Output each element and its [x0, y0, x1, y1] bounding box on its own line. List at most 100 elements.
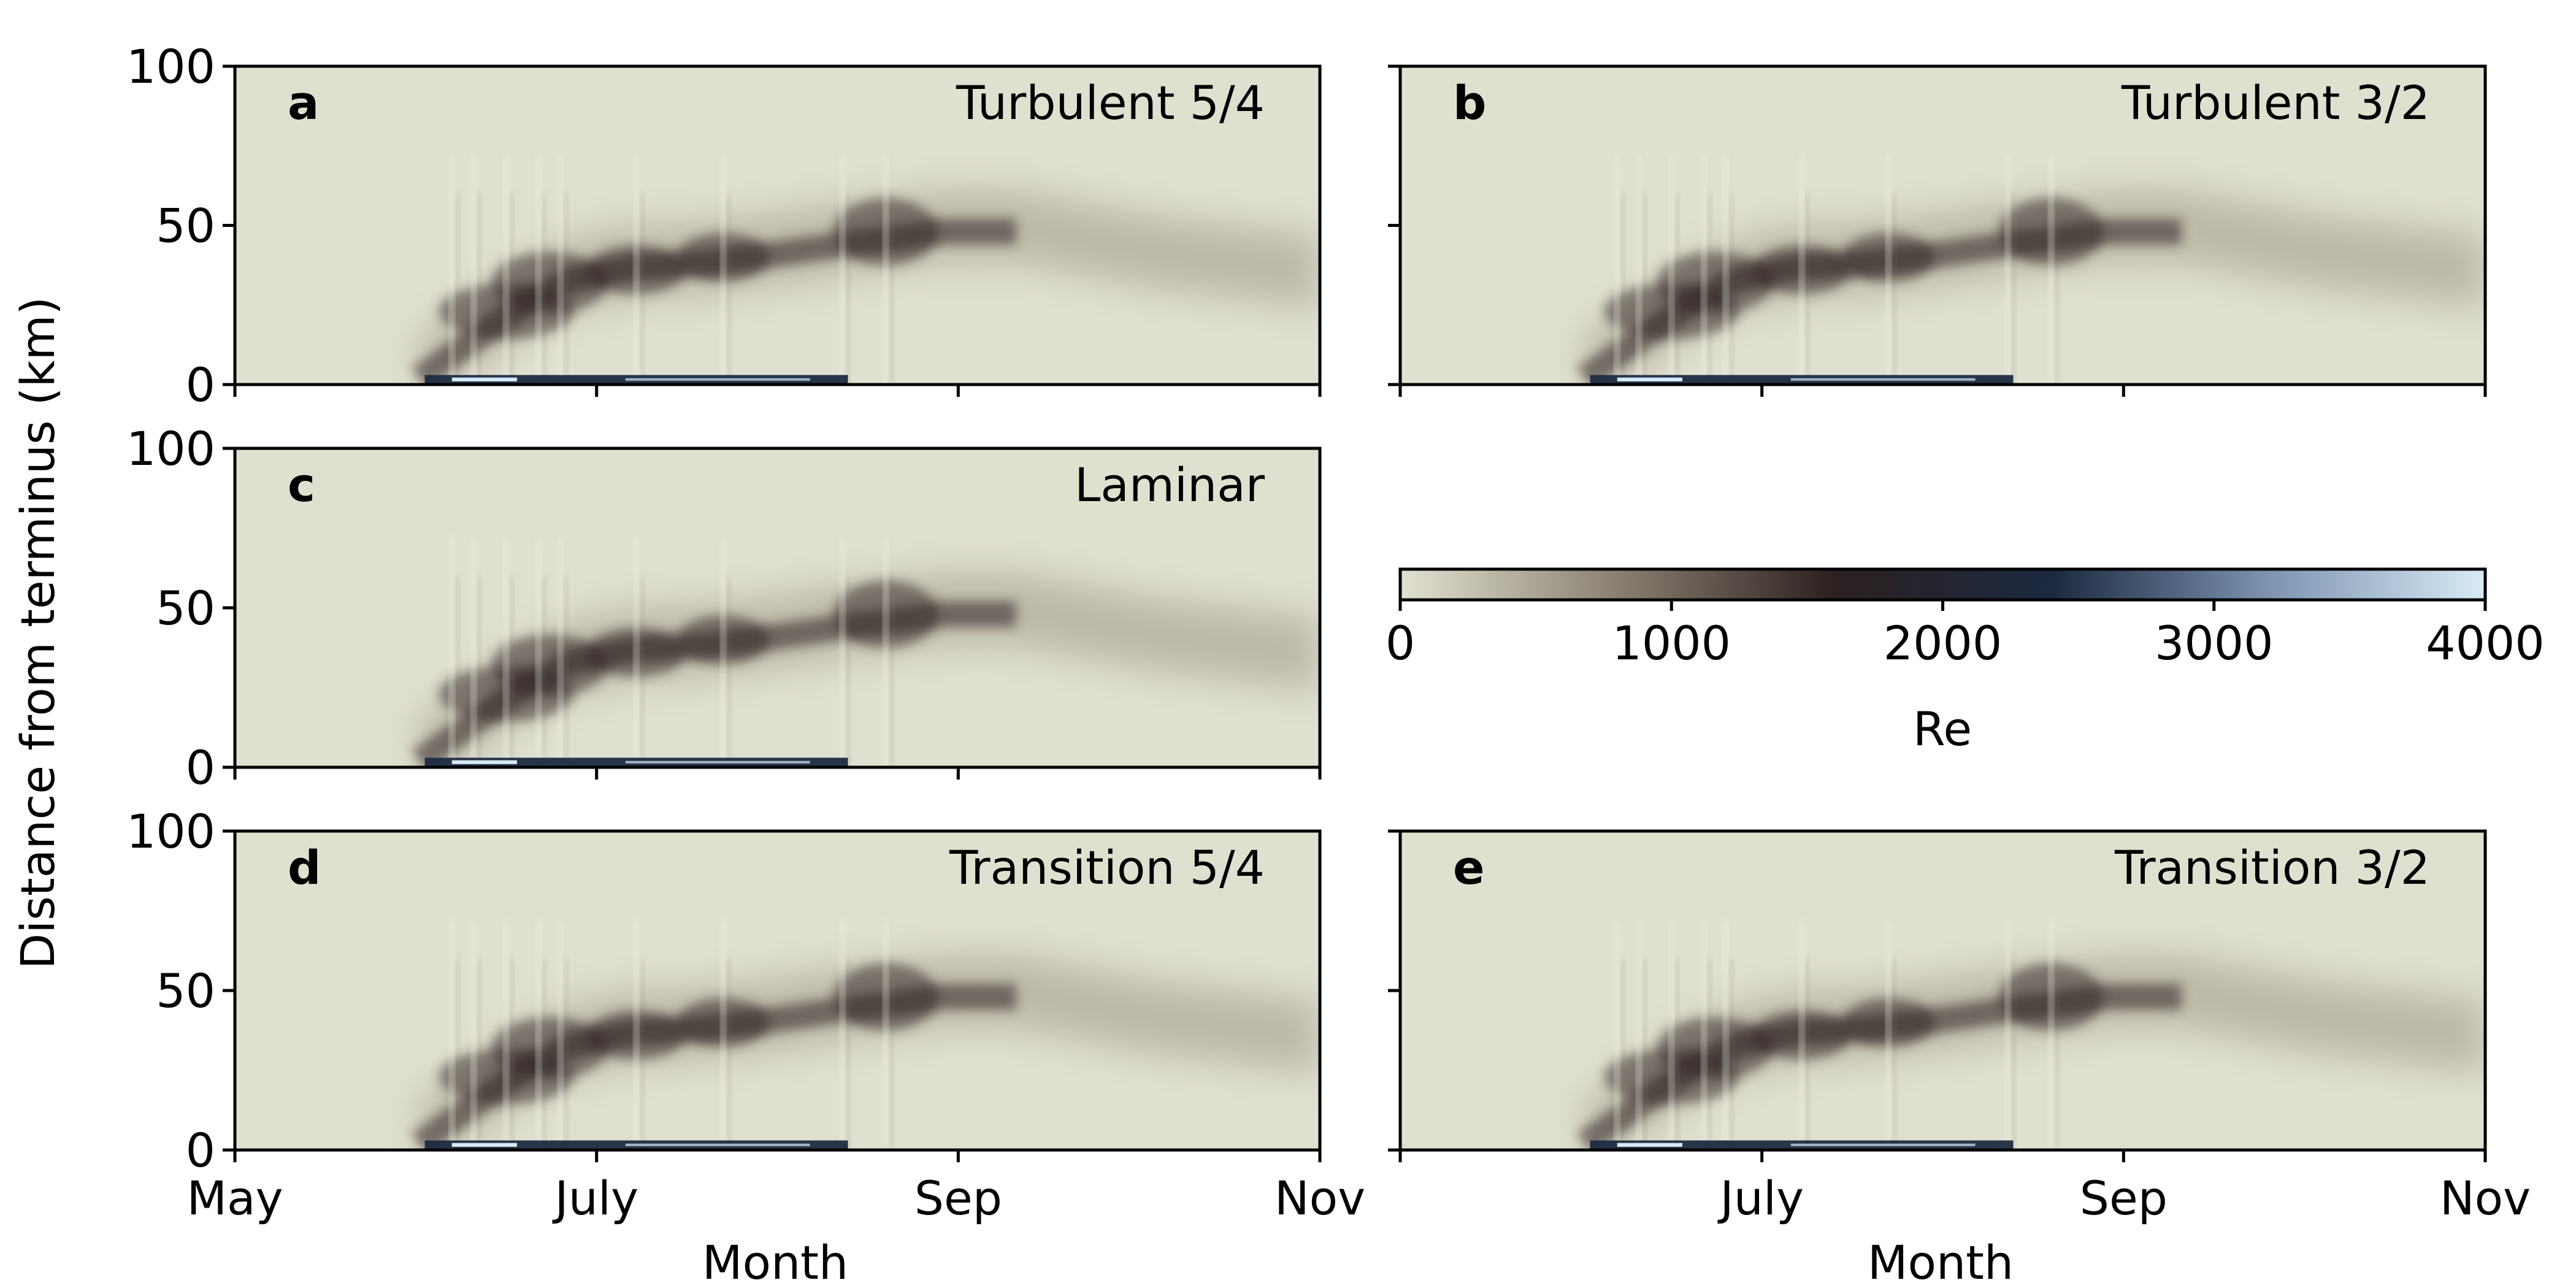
panel-c-streak-light: [504, 537, 508, 767]
colorbar-tick-label: 0: [1386, 616, 1415, 670]
panel-d-letter: d: [288, 840, 321, 895]
panel-b-blob: [1657, 251, 1774, 313]
panel-c-streak-light: [450, 537, 454, 767]
panel-b-streak-light: [1615, 155, 1619, 385]
panel-e-blob: [1657, 1017, 1774, 1079]
panel-c-streak-dark: [510, 576, 514, 767]
panel-a-streak-dark: [846, 193, 850, 385]
panel-b-streak-light: [1887, 155, 1891, 385]
panel-b-streak-light: [1723, 155, 1728, 385]
panel-c-blob: [491, 634, 608, 696]
panel-a-streak-dark: [640, 193, 644, 385]
panel-d-streak-light: [472, 920, 476, 1150]
panel-b-streak-dark: [1621, 193, 1625, 385]
panel-d-title: Transition 5/4: [949, 840, 1265, 895]
panel-c-title: Laminar: [1075, 458, 1265, 512]
colorbar: 0 1000 2000 3000 4000 Re: [1386, 567, 2545, 756]
panel-e-streak-light: [1887, 920, 1891, 1150]
panel-a-streak-light: [634, 155, 638, 385]
panel-c-plot: [235, 448, 1320, 767]
panel-c-streak-light: [537, 537, 541, 767]
panel-c-streak-dark: [478, 576, 481, 767]
panel-d-streak-dark: [640, 959, 644, 1150]
panel-d-x-tick-label: July: [552, 1171, 638, 1225]
panel-a-y-tick-label: 0: [186, 358, 215, 412]
panel-c-letter: c: [288, 458, 315, 512]
panel-e-streak-light: [1669, 920, 1674, 1150]
y-axis-label: Distance from terminus (km): [10, 297, 65, 970]
panel-d-y-tick-label: 100: [126, 804, 215, 859]
panel-c-streak-dark: [456, 576, 459, 767]
panel-b-streak-dark: [1643, 193, 1647, 385]
panel-c-channel-highlight: [451, 760, 517, 764]
panel-d-channel-highlight: [451, 1143, 517, 1147]
panel-e: July Sep Nov e Transition 3/2: [1388, 829, 2531, 1225]
panel-d-blob: [491, 1017, 608, 1079]
panel-d-streak-light: [558, 920, 562, 1150]
panel-e-streak-dark: [1806, 959, 1809, 1150]
panel-a-streak-light: [450, 155, 454, 385]
panel-d-plume: [419, 955, 1320, 1150]
panel-d-y-tick-label: 50: [156, 964, 215, 1018]
panel-c-streak-light: [840, 537, 845, 767]
panel-e-streak-light: [1637, 920, 1641, 1150]
colorbar-tick-label: 2000: [1884, 616, 2002, 670]
panel-c-streak-dark: [846, 576, 850, 767]
panel-e-heatmap: [1400, 831, 2485, 1150]
panel-a-streak-dark: [543, 193, 546, 385]
colorbar-tick-label: 1000: [1612, 616, 1731, 670]
panel-d-streak-dark: [478, 959, 481, 1150]
panel-a-streak-light: [558, 155, 562, 385]
panel-e-plume: [1584, 955, 2485, 1150]
panel-c-streak-light: [634, 537, 638, 767]
panel-b-streak-dark: [1893, 193, 1896, 385]
panel-c-axes: 0 50 100: [126, 421, 1322, 795]
panel-a-y-tick-label: 100: [126, 39, 215, 94]
panel-e-streak-light: [1800, 920, 1804, 1150]
panel-d-streak-dark: [564, 959, 568, 1150]
panel-a-plume: [419, 190, 1320, 385]
panel-a-streak-light: [504, 155, 508, 385]
panel-b-letter: b: [1453, 75, 1486, 130]
colorbar-ticks: 0 1000 2000 3000 4000: [1386, 600, 2545, 670]
panel-c-streak-light: [721, 537, 726, 767]
panel-d-streak-light: [840, 920, 845, 1150]
x-axis-label-left: Month: [702, 1235, 848, 1288]
panel-a-streak-dark: [456, 193, 459, 385]
panel-d-streak-dark: [727, 959, 731, 1150]
panel-a-letter: a: [288, 75, 319, 130]
panel-d-channel-highlight: [625, 1143, 810, 1146]
panel-b-streak-dark: [1708, 193, 1712, 385]
colorbar-label: Re: [1913, 702, 1972, 756]
panel-e-streak-dark: [1893, 959, 1896, 1150]
panel-a-streak-light: [472, 155, 476, 385]
panel-c-streak-light: [472, 537, 476, 767]
panel-e-streak-dark: [1676, 959, 1679, 1150]
panel-c-streak-dark: [890, 576, 894, 767]
panel-e-x-tick-label: Nov: [2440, 1171, 2531, 1225]
panel-b-streak-dark: [1806, 193, 1809, 385]
panel-a-axes: 0 50 100: [126, 39, 1322, 412]
panel-d-streak-dark: [846, 959, 850, 1150]
panel-b-streak-dark: [2055, 193, 2059, 385]
panel-b-channel-highlight: [1790, 378, 1976, 381]
panel-d-streak-light: [537, 920, 541, 1150]
panel-d-streak-dark: [543, 959, 546, 1150]
panel-d: 0 50 100 May July Sep Nov d Transition 5/4: [126, 804, 1365, 1225]
panel-a-channel-highlight: [451, 377, 517, 381]
panel-c-streak-dark: [564, 576, 568, 767]
panel-c-heatmap: [235, 448, 1320, 767]
panel-a-streak-light: [721, 155, 726, 385]
panel-e-x-tick-label: July: [1717, 1171, 1804, 1225]
panel-e-streak-light: [1702, 920, 1706, 1150]
panel-a-y-tick-label: 50: [156, 199, 215, 253]
panel-b-streak-light: [1669, 155, 1674, 385]
panel-d-x-tick-label: Sep: [914, 1171, 1002, 1225]
panel-e-streak-light: [2049, 920, 2053, 1150]
panel-e-streak-dark: [1708, 959, 1712, 1150]
panel-a-streak-dark: [727, 193, 731, 385]
panel-d-streak-light: [450, 920, 454, 1150]
panel-d-streak-light: [504, 920, 508, 1150]
panel-c-streak-dark: [727, 576, 731, 767]
